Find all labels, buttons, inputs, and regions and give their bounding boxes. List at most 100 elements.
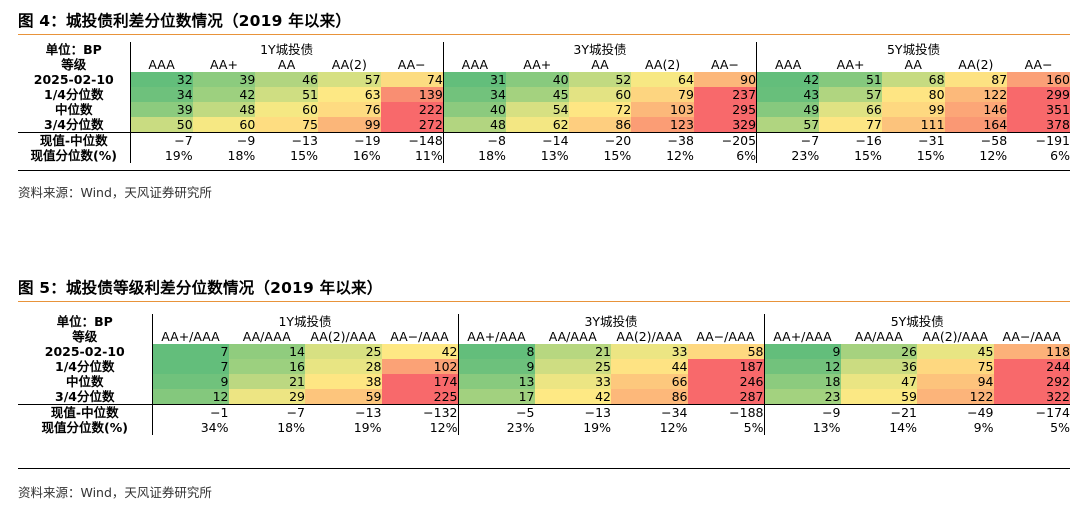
value-cell: −174 bbox=[993, 404, 1070, 420]
heat-cell: 17 bbox=[458, 389, 535, 405]
heat-cell: 64 bbox=[631, 72, 694, 87]
heat-cell: 29 bbox=[228, 389, 305, 405]
figure-4-table: 单位：BP 1Y城投债 3Y城投债 5Y城投债 等级 AAA AA+ AA AA(2) AA− AA… bbox=[18, 42, 1070, 163]
grade-header: AA−/AAA bbox=[381, 329, 459, 344]
unit-label: 单位：BP bbox=[18, 314, 153, 329]
heat-cell: 57 bbox=[756, 117, 820, 133]
grade-header: AA(2) bbox=[331, 57, 367, 72]
heat-cell: 39 bbox=[130, 102, 193, 117]
value-cell: −191 bbox=[1007, 132, 1070, 148]
value-cell: 18% bbox=[277, 420, 305, 435]
heat-cell: 25 bbox=[305, 344, 382, 359]
value-cell: −58 bbox=[944, 132, 1008, 148]
heat-cell: 7 bbox=[152, 344, 229, 359]
heat-cell: 40 bbox=[443, 102, 506, 117]
heat-cell: 36 bbox=[840, 359, 917, 374]
grade-header: AA−/AAA bbox=[687, 329, 765, 344]
grade-header: AA+/AAA bbox=[773, 329, 832, 344]
heat-cell: 49 bbox=[756, 102, 820, 117]
value-cell: −1 bbox=[152, 404, 229, 420]
figure-5-bottom-rule bbox=[18, 468, 1070, 469]
heat-cell: 62 bbox=[505, 117, 569, 133]
row-label: 现值-中位数 bbox=[18, 132, 131, 148]
heat-cell: 187 bbox=[687, 359, 765, 374]
grade-header: AAA bbox=[148, 57, 175, 72]
value-cell: 34% bbox=[200, 420, 229, 435]
heat-cell: 272 bbox=[380, 117, 444, 133]
heat-cell: 12 bbox=[764, 359, 841, 374]
grade-header: AA+ bbox=[210, 57, 238, 72]
heat-cell: 52 bbox=[568, 72, 632, 87]
value-cell: 12% bbox=[979, 148, 1008, 163]
heat-cell: 12 bbox=[152, 389, 229, 405]
table-row: 3/4分位数 12 29 59 225 17 42 86 287 23 59 122 322 bbox=[18, 389, 1070, 405]
value-cell: 18% bbox=[227, 148, 256, 163]
value-cell: 23% bbox=[506, 420, 535, 435]
heat-cell: 16 bbox=[228, 359, 305, 374]
figure-4-title-rule bbox=[18, 34, 1070, 35]
heat-cell: 31 bbox=[443, 72, 506, 87]
heat-cell: 32 bbox=[130, 72, 193, 87]
diff-row: 现值-中位数 −1 −7 −13 −132 −5 −13 −34 −188 −9 −21 −49 −17… bbox=[18, 404, 1070, 420]
grade-header: AA− bbox=[1024, 57, 1053, 72]
heat-cell: 329 bbox=[693, 117, 758, 133]
value-cell: −14 bbox=[505, 132, 569, 148]
heat-cell: 237 bbox=[693, 87, 758, 102]
value-cell: −7 bbox=[130, 132, 193, 148]
row-label: 中位数 bbox=[18, 374, 153, 389]
value-cell: 5% bbox=[687, 420, 765, 435]
value-cell: −31 bbox=[881, 132, 945, 148]
value-cell: 12% bbox=[659, 420, 688, 435]
unit-label: 单位：BP bbox=[18, 42, 131, 57]
row-label: 现值分位数(%) bbox=[18, 420, 153, 435]
heat-cell: 246 bbox=[687, 374, 765, 389]
value-cell: 12% bbox=[381, 420, 459, 435]
row-label: 现值分位数(%) bbox=[18, 148, 131, 163]
heat-cell: 378 bbox=[1007, 117, 1070, 133]
heat-cell: 86 bbox=[568, 117, 632, 133]
grade-header: AA bbox=[277, 57, 296, 72]
heat-cell: 103 bbox=[631, 102, 694, 117]
heat-cell: 79 bbox=[631, 87, 694, 102]
grade-header: AA bbox=[591, 57, 609, 72]
header-grade-row: 等级 AAA AA+ AA AA(2) AA− AAA AA+ AA AA(2) AA− AAA AA+… bbox=[18, 57, 1070, 72]
percentile-row: 现值分位数(%) 34% 18% 19% 12% 23% 19% 12% 5% 13% 14% 9% 5… bbox=[18, 420, 1070, 435]
heat-cell: 51 bbox=[819, 72, 882, 87]
row-label: 现值-中位数 bbox=[18, 404, 153, 420]
value-cell: −5 bbox=[458, 404, 535, 420]
row-label: 1/4分位数 bbox=[18, 87, 131, 102]
group-header: 1Y城投债 bbox=[152, 314, 459, 329]
heat-cell: 122 bbox=[917, 389, 994, 405]
heat-cell: 54 bbox=[505, 102, 569, 117]
heat-cell: 90 bbox=[693, 72, 758, 87]
table-row: 中位数 9 21 38 174 13 33 66 246 18 47 94 292 bbox=[18, 374, 1070, 389]
grade-header: AA+/AAA bbox=[467, 329, 526, 344]
value-cell: −132 bbox=[381, 404, 459, 420]
value-cell: 15% bbox=[290, 148, 318, 163]
row-label: 中位数 bbox=[18, 102, 131, 117]
value-cell: 14% bbox=[889, 420, 917, 435]
heat-cell: 174 bbox=[381, 374, 459, 389]
heat-cell: 48 bbox=[443, 117, 506, 133]
heat-cell: 60 bbox=[255, 102, 318, 117]
row-label: 3/4分位数 bbox=[18, 117, 131, 133]
value-cell: 15% bbox=[916, 148, 945, 163]
table-row: 中位数 39 48 60 76 222 40 54 72 103 295 49 66 99 146 351 bbox=[18, 102, 1070, 117]
value-cell: 19% bbox=[353, 420, 382, 435]
heat-cell: 72 bbox=[568, 102, 632, 117]
table-row: 1/4分位数 34 42 51 63 139 34 45 60 79 237 43 57 80 122 299 bbox=[18, 87, 1070, 102]
heat-cell: 47 bbox=[840, 374, 917, 389]
heat-cell: 9 bbox=[764, 344, 841, 359]
heat-cell: 77 bbox=[819, 117, 882, 133]
heat-cell: 118 bbox=[993, 344, 1070, 359]
grade-header: AA− bbox=[380, 57, 444, 72]
grade-label: 等级 bbox=[18, 329, 153, 344]
grade-header: AAA bbox=[774, 57, 802, 72]
value-cell: 11% bbox=[380, 148, 444, 163]
group-header: 3Y城投债 bbox=[443, 42, 758, 57]
value-cell: 15% bbox=[603, 148, 632, 163]
value-cell: −7 bbox=[228, 404, 305, 420]
grade-header: AA/AAA bbox=[854, 329, 903, 344]
grade-header: AA/AAA bbox=[242, 329, 291, 344]
heat-cell: 139 bbox=[380, 87, 444, 102]
